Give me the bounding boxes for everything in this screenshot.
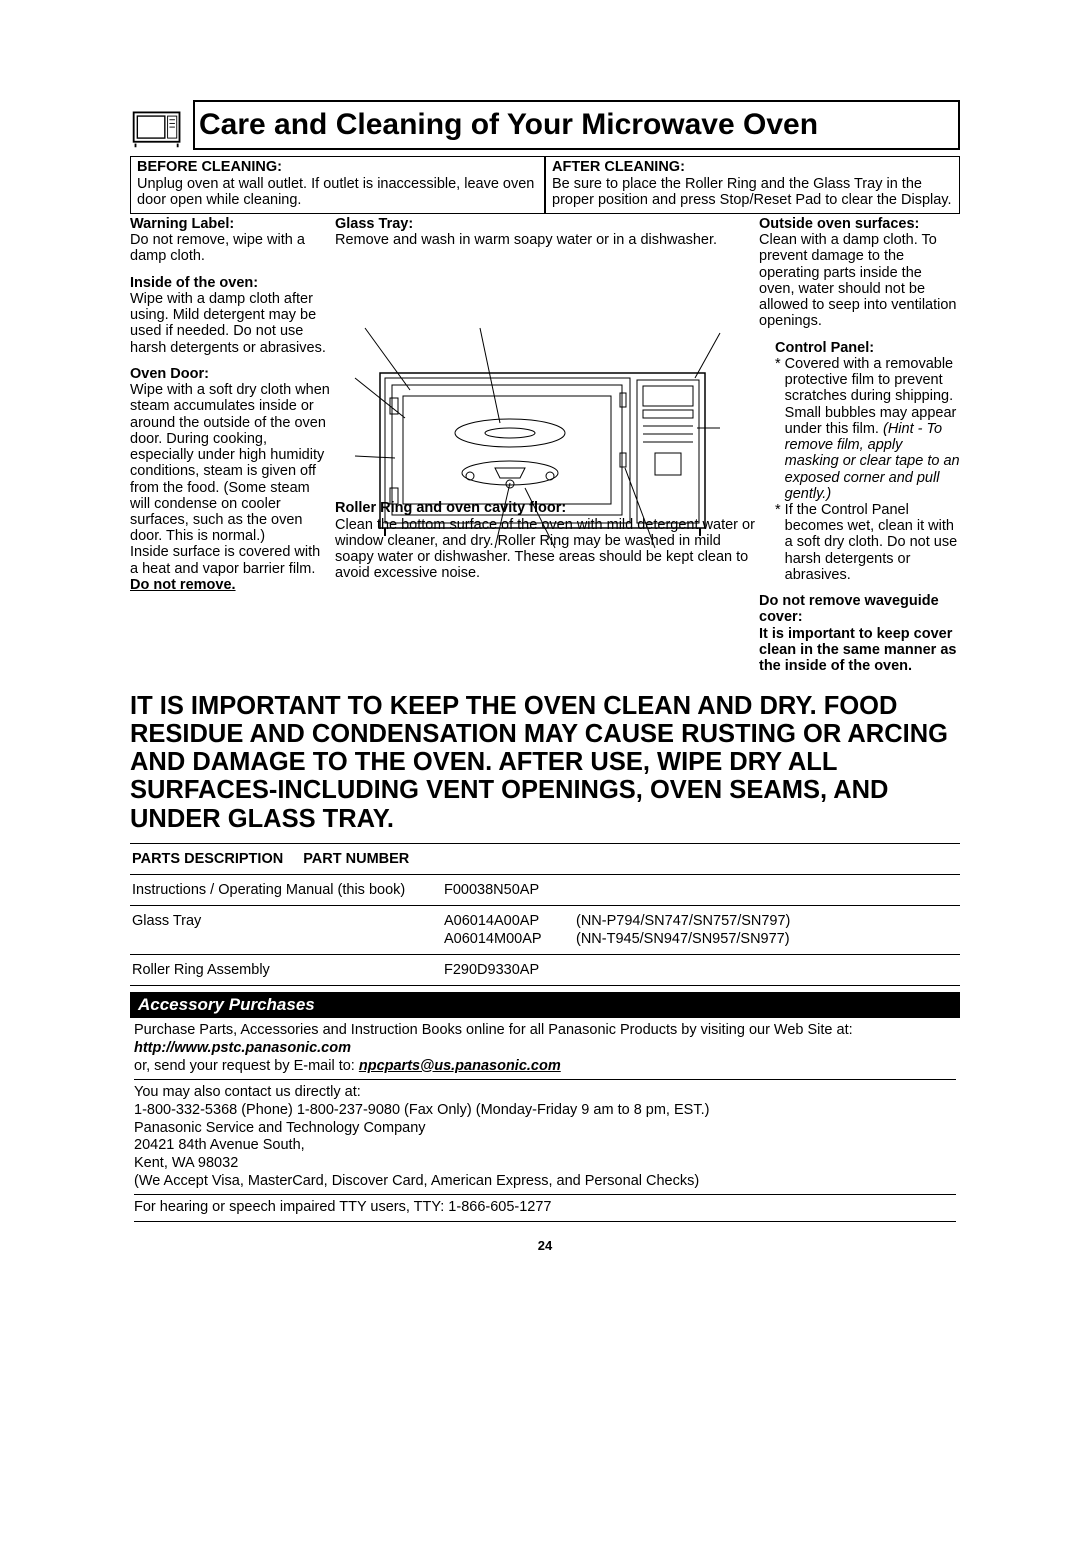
divider: [134, 1221, 956, 1222]
glass-tray-block: Glass Tray: Remove and wash in warm soap…: [335, 216, 755, 248]
divider: [134, 1194, 956, 1195]
acc-p7: Kent, WA 98032: [134, 1155, 956, 1173]
waveguide-l1: Do not remove waveguide cover:: [759, 593, 939, 625]
mid-left-col: Warning Label: Do not remove, wipe with …: [130, 216, 335, 684]
control-panel-b2: If the Control Panel becomes wet, clean …: [785, 502, 960, 583]
acc-p1b: http://www.pstc.panasonic.com: [134, 1040, 351, 1056]
acc-p9: For hearing or speech impaired TTY users…: [134, 1199, 956, 1217]
acc-p1a: Purchase Parts, Accessories and Instruct…: [134, 1022, 853, 1038]
parts-r2c2a: A06014A00AP: [444, 913, 539, 929]
warning-label-heading: Warning Label:: [130, 216, 234, 232]
parts-r2c3a: (NN-P794/SN747/SN757/SN797): [576, 913, 790, 929]
parts-r2c2b: A06014M00AP: [444, 931, 542, 947]
divider: [130, 874, 960, 875]
parts-table-body: Instructions / Operating Manual (this bo…: [130, 879, 596, 901]
oven-door-block: Oven Door: Wipe with a soft dry cloth wh…: [130, 366, 331, 593]
glass-tray-text: Remove and wash in warm soapy water or i…: [335, 232, 717, 248]
oven-door-text1: Wipe with a soft dry cloth when steam ac…: [130, 382, 330, 544]
accessory-block: Purchase Parts, Accessories and Instruct…: [130, 1018, 960, 1230]
page-title: Care and Cleaning of Your Microwave Oven: [195, 102, 822, 148]
before-cleaning-box: BEFORE CLEANING: Unplug oven at wall out…: [130, 156, 545, 214]
oven-door-heading: Oven Door:: [130, 366, 209, 382]
mid-center-col: Glass Tray: Remove and wash in warm soap…: [335, 216, 755, 684]
page-number: 24: [130, 1238, 960, 1253]
inside-oven-text: Wipe with a damp cloth after using. Mild…: [130, 291, 326, 356]
parts-table: PARTS DESCRIPTION PART NUMBER: [130, 848, 449, 870]
title-row: Care and Cleaning of Your Microwave Oven: [130, 100, 960, 156]
acc-p2a: or, send your request by E-mail to:: [134, 1058, 359, 1074]
after-heading: AFTER CLEANING:: [552, 159, 685, 175]
microwave-diagram: [325, 318, 735, 578]
divider: [130, 954, 960, 955]
acc-p3: You may also contact us directly at:: [134, 1084, 956, 1102]
control-panel-block: Control Panel: * Covered with a removabl…: [759, 340, 960, 584]
warning-label-text: Do not remove, wipe with a damp cloth.: [130, 232, 305, 264]
before-heading: BEFORE CLEANING:: [137, 159, 282, 175]
before-after-row: BEFORE CLEANING: Unplug oven at wall out…: [130, 156, 960, 214]
acc-p5: Panasonic Service and Technology Company: [134, 1120, 956, 1138]
parts-r3c1: Roller Ring Assembly: [132, 961, 442, 979]
outside-surfaces-block: Outside oven surfaces: Clean with a damp…: [759, 216, 960, 330]
outside-heading: Outside oven surfaces:: [759, 216, 919, 232]
bullet-star: *: [775, 356, 785, 502]
after-cleaning-box: AFTER CLEANING: Be sure to place the Rol…: [545, 156, 960, 214]
divider: [130, 985, 960, 986]
acc-p4: 1-800-332-5368 (Phone) 1-800-237-9080 (F…: [134, 1102, 956, 1120]
divider: [134, 1079, 956, 1080]
waveguide-block: Do not remove waveguide cover: It is imp…: [759, 593, 960, 674]
parts-r3c2: F290D9330AP: [444, 961, 557, 979]
mid-section: Warning Label: Do not remove, wipe with …: [130, 216, 960, 684]
acc-p8: (We Accept Visa, MasterCard, Discover Ca…: [134, 1173, 956, 1191]
outside-text: Clean with a damp cloth. To prevent dama…: [759, 232, 957, 329]
warning-label-block: Warning Label: Do not remove, wipe with …: [130, 216, 331, 265]
parts-r1c1: Instructions / Operating Manual (this bo…: [132, 881, 442, 899]
diagram-zone: [335, 258, 755, 508]
oven-door-text2b: Do not remove.: [130, 577, 236, 593]
oven-door-text2a: Inside surface is covered with a heat an…: [130, 544, 320, 576]
before-text: Unplug oven at wall outlet. If outlet is…: [137, 176, 534, 209]
inside-oven-block: Inside of the oven: Wipe with a damp clo…: [130, 275, 331, 356]
acc-p2b: npcparts@us.panasonic.com: [359, 1058, 561, 1074]
divider: [130, 843, 960, 844]
waveguide-l2: It is important to keep cover clean in t…: [759, 626, 956, 674]
parts-r2c3b: (NN-T945/SN947/SN957/SN977): [576, 931, 790, 947]
parts-r1c2: F00038N50AP: [444, 881, 574, 899]
parts-table-body2: Glass Tray A06014A00AP A06014M00AP (NN-P…: [130, 910, 810, 950]
important-notice: IT IS IMPORTANT TO KEEP THE OVEN CLEAN A…: [130, 692, 960, 832]
acc-p6: 20421 84th Avenue South,: [134, 1137, 956, 1155]
parts-h2: PART NUMBER: [303, 850, 427, 868]
microwave-icon: [130, 104, 185, 152]
parts-table-body3: Roller Ring Assembly F290D9330AP: [130, 959, 559, 981]
control-panel-heading: Control Panel:: [775, 340, 874, 356]
mid-right-col: Outside oven surfaces: Clean with a damp…: [755, 216, 960, 684]
parts-r2c1: Glass Tray: [132, 912, 442, 948]
inside-oven-heading: Inside of the oven:: [130, 275, 258, 291]
after-text: Be sure to place the Roller Ring and the…: [552, 176, 952, 209]
divider: [130, 905, 960, 906]
bullet-star: *: [775, 502, 785, 583]
glass-tray-heading: Glass Tray:: [335, 216, 413, 232]
accessory-title-bar: Accessory Purchases: [130, 992, 960, 1018]
parts-h1: PARTS DESCRIPTION: [132, 850, 301, 868]
